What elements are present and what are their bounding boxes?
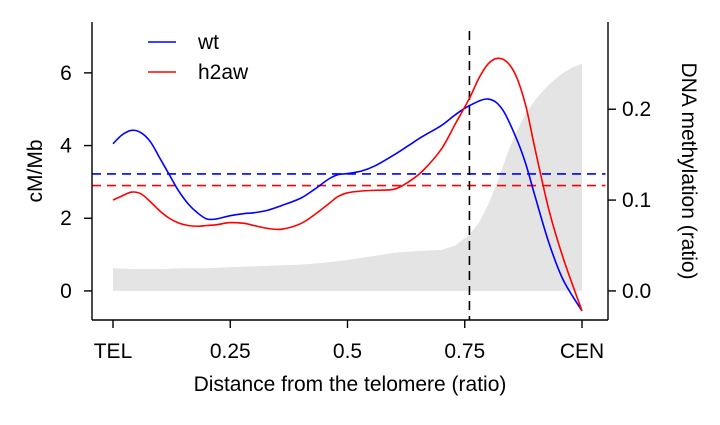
y-axis-left-title: cM/Mb	[24, 140, 47, 203]
y-axis-right-title: DNA methylation (ratio)	[677, 62, 700, 279]
legend-label-wt: wt	[197, 31, 219, 54]
x-tick-label: CEN	[560, 340, 604, 363]
y-left-tick-label: 4	[60, 135, 72, 158]
axes-layer: TEL 0.25 0.5 0.75 CEN 0 2 4 6 0.0 0.1 0.2	[60, 22, 651, 363]
y-left-tick-label: 6	[60, 62, 72, 85]
series-lines-layer	[112, 57, 583, 312]
series-h2aw-line	[112, 57, 583, 312]
y-right-tick-label: 0.1	[622, 189, 651, 212]
x-axis-title: Distance from the telomere (ratio)	[194, 373, 507, 396]
y-left-tick-label: 2	[60, 207, 72, 230]
y-right-tick-label: 0.0	[622, 280, 651, 303]
y-left-tick-label: 0	[60, 280, 72, 303]
methylation-area	[113, 63, 582, 291]
legend: wt h2aw	[148, 31, 249, 84]
y-right-tick-label: 0.2	[622, 98, 651, 121]
x-tick-label: 0.25	[210, 340, 251, 363]
legend-label-h2aw: h2aw	[198, 61, 249, 84]
series-wt-line	[112, 98, 583, 312]
methylation-area-layer	[113, 63, 582, 291]
x-tick-label: 0.5	[333, 340, 362, 363]
x-tick-label: 0.75	[444, 340, 485, 363]
x-tick-label: TEL	[94, 340, 133, 363]
